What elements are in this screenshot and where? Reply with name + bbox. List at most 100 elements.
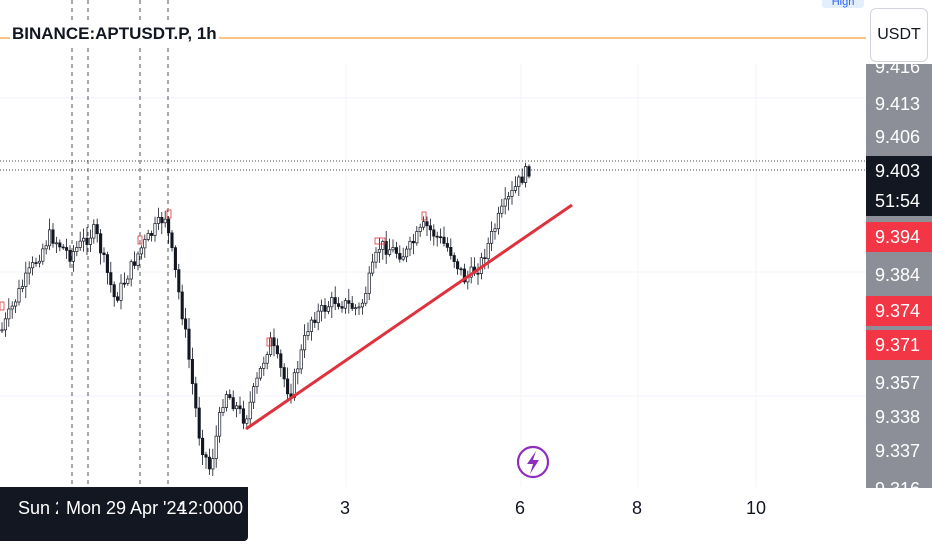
marker-box [166, 209, 172, 219]
high-tag: High [822, 0, 864, 8]
candle-body [367, 272, 371, 294]
candle-body [388, 249, 392, 255]
candle-body [377, 248, 381, 253]
candle-body [286, 378, 290, 395]
candle-body [116, 296, 120, 301]
candle-body [153, 223, 157, 236]
time-axis-selection[interactable] [0, 487, 248, 541]
candle-body [133, 261, 137, 266]
candle-body [24, 272, 28, 287]
candle-body [503, 198, 507, 207]
candle-body [330, 297, 334, 308]
candle-body [520, 176, 524, 183]
candle-body [20, 286, 24, 289]
trendline[interactable] [245, 203, 573, 431]
candle-body [364, 293, 368, 304]
candle-body [486, 242, 490, 260]
candle-body [435, 235, 439, 238]
currency-button[interactable]: USDT [870, 8, 928, 62]
candle-body [445, 243, 449, 248]
candle-body [102, 252, 106, 255]
candle-body [136, 253, 140, 266]
candle-body [150, 233, 154, 236]
candle-body [306, 331, 310, 336]
price-label-red: 9.394 [866, 222, 932, 252]
candle-body [439, 236, 443, 239]
candle-body [78, 240, 82, 248]
lightning-icon[interactable] [516, 445, 550, 479]
candle-body [54, 242, 58, 245]
candle-body [432, 229, 436, 237]
candle-body [296, 368, 300, 374]
candle-body [167, 218, 171, 234]
candle-body [384, 241, 388, 255]
candle-body [275, 345, 279, 355]
candle-body [112, 284, 116, 298]
candle-body [37, 260, 41, 264]
candle-body [204, 454, 208, 458]
price-label-red: 9.371 [866, 330, 932, 360]
candle-body [231, 397, 235, 410]
candle-body [394, 247, 398, 254]
candle-body [68, 250, 72, 262]
candle-body [44, 245, 48, 250]
candle-body [340, 306, 344, 309]
candle-body [27, 267, 31, 274]
price-axis[interactable]: 9.416 9.413 9.406 9.403 51:54 9.394 9.38… [866, 64, 932, 488]
time-label: Mon 29 Apr '24 [66, 498, 187, 518]
candle-body [279, 353, 283, 368]
candle-body [187, 328, 191, 360]
chart-grid [0, 64, 866, 487]
candle-body [262, 362, 266, 369]
candle-body [211, 458, 215, 470]
time-label: 8 [632, 498, 643, 518]
candle-body [235, 405, 239, 410]
candle-body [299, 349, 303, 370]
price-label: 9.316 [866, 474, 932, 488]
price-label-red: 9.374 [866, 296, 932, 326]
candle-body [10, 305, 14, 310]
time-label: 3 [340, 498, 351, 518]
candle-body [99, 233, 103, 254]
price-label-partial: 9.416 [875, 64, 921, 77]
candle-body [459, 268, 463, 271]
price-label: 9.384 [875, 265, 921, 285]
candle-body [170, 232, 174, 249]
candle-body [320, 305, 324, 312]
symbol-title[interactable]: BINANCE:APTUSDT.P, 1h [10, 24, 219, 44]
candle-body [408, 240, 412, 250]
candle-body [143, 239, 147, 249]
candle-body [524, 166, 528, 183]
time-label: Sun 28 [18, 498, 58, 518]
candle-body [194, 383, 198, 409]
candle-body [58, 242, 62, 248]
candle-body [510, 190, 514, 197]
candle-body [146, 233, 150, 240]
candle-body [493, 228, 497, 232]
time-label: 12:00 [178, 498, 224, 518]
candle-body [401, 256, 405, 260]
candle-body [265, 354, 269, 364]
candle-body [517, 176, 521, 187]
candle-body [422, 221, 426, 228]
candle-body [418, 226, 422, 232]
candle-body [139, 247, 143, 255]
candle-body [218, 412, 222, 437]
time-label: 10 [746, 498, 767, 518]
candle-body [411, 240, 415, 244]
candle-body [221, 407, 225, 413]
candle-body [354, 307, 358, 310]
candle-body [95, 224, 99, 235]
candle-body [527, 166, 531, 177]
candle-body [126, 278, 130, 284]
candle-body [160, 217, 164, 224]
candle-body [65, 247, 69, 251]
candle-body [180, 291, 184, 320]
candle-body [507, 196, 511, 200]
candle-body [313, 319, 317, 323]
candle-body [92, 224, 96, 239]
candle-body [197, 407, 201, 439]
candle-body [398, 253, 402, 260]
candle-body [119, 282, 123, 301]
